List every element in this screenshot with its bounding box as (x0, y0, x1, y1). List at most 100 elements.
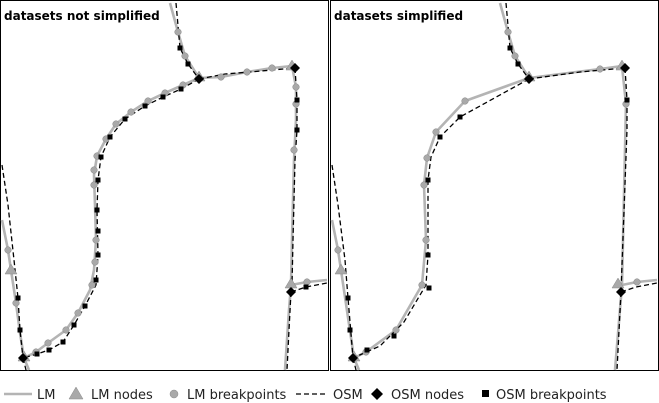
legend-label: OSM nodes (391, 388, 464, 403)
lm-breakpoint (4, 246, 12, 254)
osm-node (18, 353, 28, 363)
lm-breakpoint (504, 28, 512, 36)
lm-breakpoint (92, 236, 100, 244)
osm-node (348, 353, 358, 363)
osm-node (620, 63, 630, 73)
lm-breakpoint (91, 258, 99, 266)
lm-breakpoint (432, 128, 440, 136)
legend-item-lm: LM (4, 388, 55, 403)
osm-breakpoint (122, 116, 128, 122)
osm-breakpoint (391, 333, 397, 339)
lm-breakpoint (290, 146, 298, 154)
lm-breakpoint (217, 73, 225, 81)
osm-breakpoint (17, 327, 23, 333)
lm-breakpoints (334, 28, 641, 356)
osm-breakpoint (94, 207, 100, 213)
lm-breakpoint (127, 108, 135, 116)
osm-breakpoint (425, 177, 431, 183)
osm-breakpoint (107, 134, 113, 140)
osm-breakpoint (457, 114, 463, 120)
lm-node (4, 263, 18, 275)
panel-title: datasets not simplified (4, 9, 160, 23)
osm-breakpoint (624, 97, 630, 103)
legend-item-osm-nodes: OSM nodes (371, 388, 464, 403)
legend-label: LM nodes (91, 388, 153, 403)
panel-frame (0, 0, 329, 371)
legend-item-lm-nodes: LM nodes (68, 386, 153, 403)
osm-breakpoint (160, 94, 166, 100)
osm-breakpoint (60, 339, 66, 345)
lm-breakpoint (90, 166, 98, 174)
legend-symbol-diamond-icon (371, 388, 383, 400)
lm-node (334, 263, 348, 275)
legend-label: OSM breakpoints (496, 388, 607, 403)
lm-breakpoint (74, 309, 82, 317)
osm-breakpoint (294, 97, 300, 103)
lm-breakpoint (511, 52, 519, 60)
panel-frame (330, 0, 659, 371)
lm-breakpoint (418, 281, 426, 289)
osm-breakpoint (15, 295, 21, 301)
panel-simplified: datasets simplified (330, 0, 659, 371)
lm-breakpoint (12, 299, 20, 307)
legend-label: OSM (333, 388, 363, 403)
panel-not-simplified: datasets not simplified (0, 0, 329, 371)
lm-node (611, 277, 625, 289)
lm-breakpoint (181, 52, 189, 60)
osm-breakpoint (425, 252, 431, 258)
osm-breakpoint (426, 285, 432, 291)
osm-node (524, 74, 534, 84)
osm-breakpoint (303, 284, 309, 290)
legend: LM LM nodes LM breakpoints OSM OSM nodes… (4, 386, 607, 403)
osm-breakpoints (15, 45, 309, 357)
lm-breakpoint (174, 28, 182, 36)
osm-node (194, 74, 204, 84)
osm-breakpoint (71, 322, 77, 328)
osm-breakpoint (98, 154, 104, 160)
legend-item-osm: OSM (296, 388, 363, 403)
lm-breakpoint (420, 181, 428, 189)
osm-breakpoint (364, 347, 370, 353)
osm-node (290, 63, 300, 73)
lm-breakpoint (596, 65, 604, 73)
osm-breakpoint (142, 103, 148, 109)
legend-label: LM breakpoints (187, 388, 287, 403)
osm-breakpoint (437, 134, 443, 140)
osm-nodes (348, 63, 630, 363)
osm-breakpoint (95, 228, 101, 234)
legend-symbol-circle-icon (169, 389, 179, 399)
legend-item-lm-breakpoints: LM breakpoints (169, 388, 287, 403)
osm-breakpoint (507, 45, 513, 51)
osm-breakpoint (515, 61, 521, 67)
lm-breakpoint (422, 236, 430, 244)
osm-node (616, 287, 626, 297)
legend-symbol-square-icon (482, 390, 489, 397)
lm-breakpoint (144, 97, 152, 105)
osm-breakpoint (294, 127, 300, 133)
osm-breakpoint (93, 277, 99, 283)
osm-lines (1, 2, 328, 371)
osm-breakpoint (95, 252, 101, 258)
osm-nodes (18, 63, 300, 363)
lm-breakpoint (303, 278, 311, 286)
lm-breakpoint (243, 68, 251, 76)
osm-breakpoint (185, 61, 191, 67)
osm-breakpoint (82, 303, 88, 309)
osm-breakpoint (345, 295, 351, 301)
legend-label: LM (37, 388, 55, 403)
lm-breakpoint (88, 281, 96, 289)
osm-breakpoint (95, 177, 101, 183)
lm-breakpoint (112, 120, 120, 128)
lm-breakpoint (268, 64, 276, 72)
lm-breakpoint (334, 246, 342, 254)
lm-breakpoint (461, 97, 469, 105)
panel-title: datasets simplified (334, 9, 463, 23)
legend-symbol-triangle-icon (68, 386, 84, 400)
lm-breakpoint (423, 154, 431, 162)
lm-breakpoint (292, 83, 300, 91)
lm-breakpoint (90, 181, 98, 189)
lm-breakpoint (392, 326, 400, 334)
lm-breakpoint (44, 339, 52, 347)
legend-item-osm-breakpoints: OSM breakpoints (482, 388, 607, 403)
osm-breakpoint (46, 347, 52, 353)
